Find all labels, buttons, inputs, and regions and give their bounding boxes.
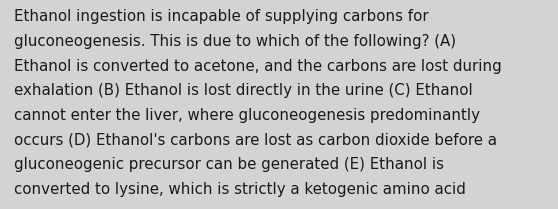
Text: Ethanol ingestion is incapable of supplying carbons for: Ethanol ingestion is incapable of supply…: [14, 9, 429, 24]
Text: converted to lysine, which is strictly a ketogenic amino acid: converted to lysine, which is strictly a…: [14, 182, 466, 197]
Text: gluconeogenesis. This is due to which of the following? (A): gluconeogenesis. This is due to which of…: [14, 34, 456, 49]
Text: exhalation (B) Ethanol is lost directly in the urine (C) Ethanol: exhalation (B) Ethanol is lost directly …: [14, 83, 473, 98]
Text: Ethanol is converted to acetone, and the carbons are lost during: Ethanol is converted to acetone, and the…: [14, 59, 502, 74]
Text: gluconeogenic precursor can be generated (E) Ethanol is: gluconeogenic precursor can be generated…: [14, 157, 444, 172]
Text: occurs (D) Ethanol's carbons are lost as carbon dioxide before a: occurs (D) Ethanol's carbons are lost as…: [14, 133, 497, 148]
Text: cannot enter the liver, where gluconeogenesis predominantly: cannot enter the liver, where gluconeoge…: [14, 108, 480, 123]
